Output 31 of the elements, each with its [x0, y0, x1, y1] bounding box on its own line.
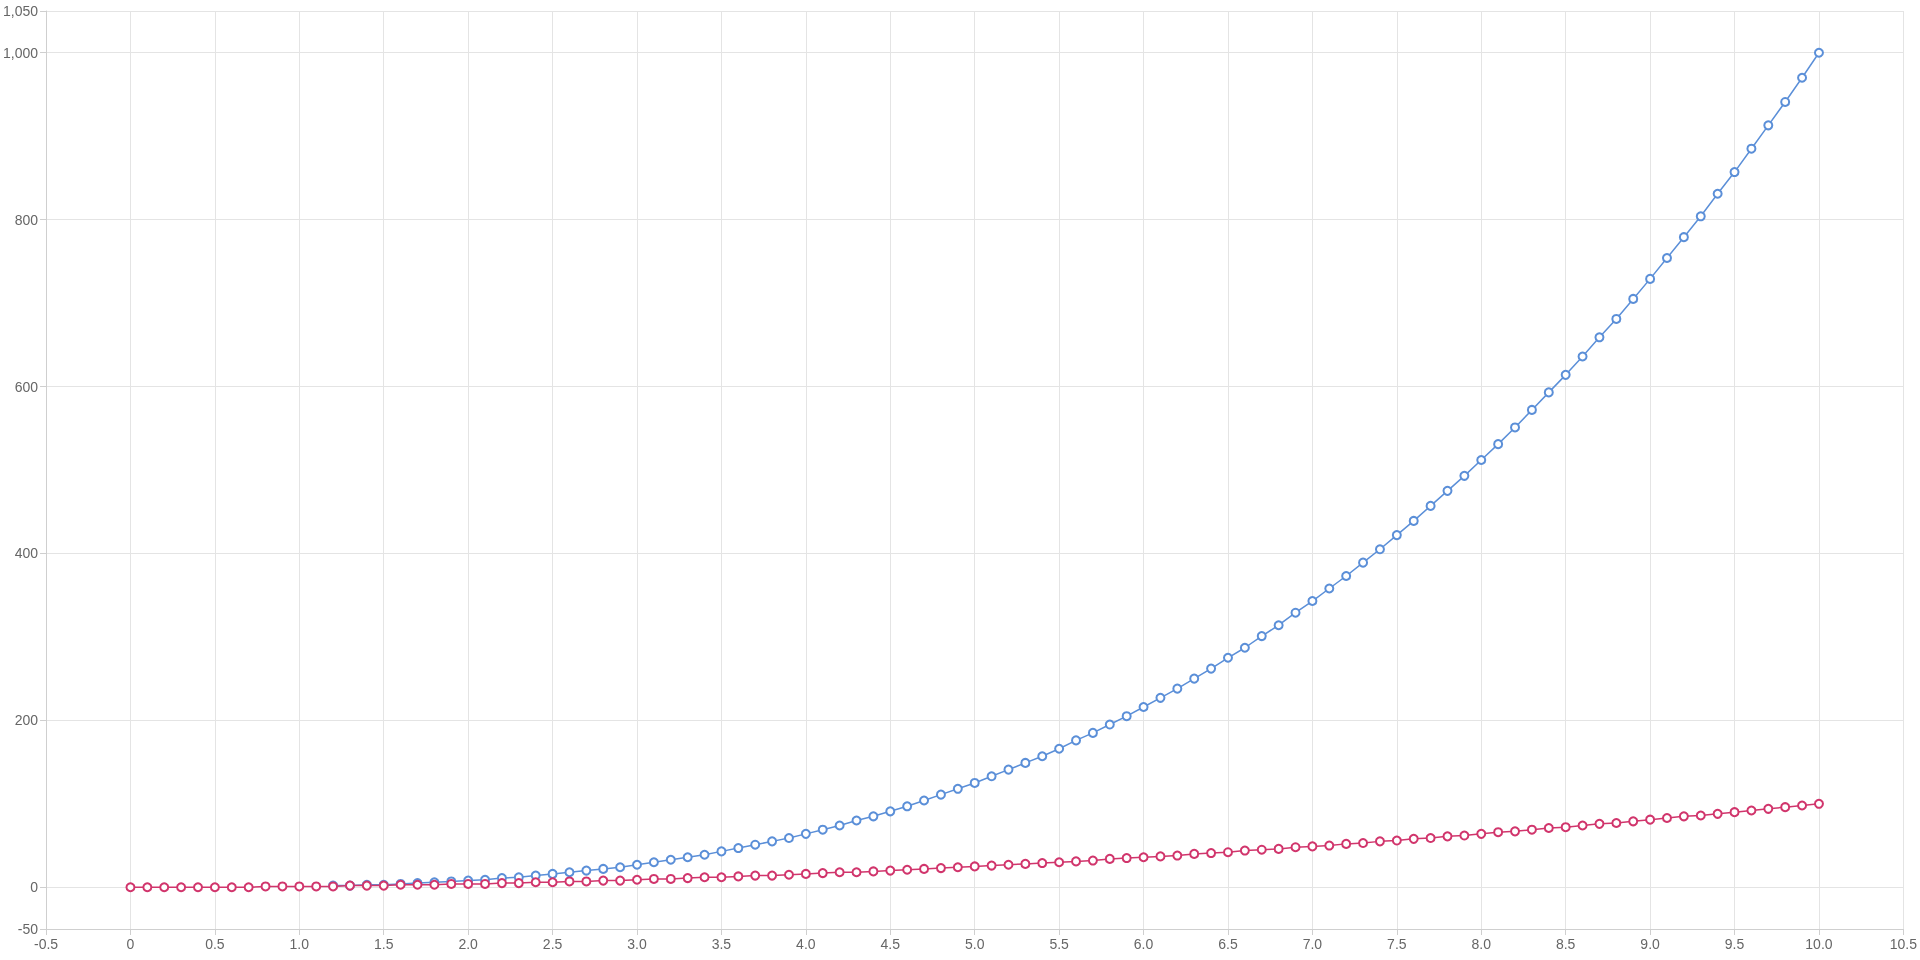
y-tick-label: 800: [14, 211, 39, 228]
y-tick-label: 1,050: [2, 3, 39, 19]
x-tick-label: 7.0: [1302, 936, 1323, 952]
x-tick-label: 9.0: [1640, 936, 1661, 952]
x-tick-label: 2.5: [542, 936, 563, 952]
x-tick-label: 10.0: [1805, 936, 1833, 952]
y-tick-label: -50: [17, 921, 39, 937]
x-tick-label: 9.5: [1724, 936, 1745, 952]
y-tick-label: 200: [14, 712, 39, 729]
x-tick-label: 10.5: [1889, 936, 1918, 952]
x-tick-label: 4.0: [796, 936, 816, 952]
y-tick-label: 400: [14, 545, 39, 562]
x-tick-label: 1.0: [289, 936, 310, 952]
x-tick-label: 3.5: [711, 936, 732, 952]
x-tick-label: 0.5: [205, 936, 225, 952]
x-tick-label: 5.5: [1049, 936, 1070, 952]
y-tick-label: 0: [30, 879, 39, 896]
x-tick-label: 2.0: [458, 936, 479, 952]
x-tick-label: 8.5: [1555, 936, 1576, 952]
x-tick-label: 0: [126, 936, 135, 952]
x-tick-label: -0.5: [33, 936, 59, 952]
y-tick-label: 600: [14, 378, 39, 395]
x-tick-label: 6.5: [1218, 936, 1238, 952]
x-tick-label: 6.0: [1133, 936, 1154, 952]
x-tick-label: 1.5: [374, 936, 394, 952]
x-tick-label: 5.0: [964, 936, 985, 952]
x-tick-label: 7.5: [1387, 936, 1407, 952]
x-tick-label: 3.0: [627, 936, 647, 952]
y-tick-label: 1,000: [2, 44, 39, 61]
x-tick-label: 8.0: [1471, 936, 1492, 952]
x-tick-label: 4.5: [880, 936, 901, 952]
